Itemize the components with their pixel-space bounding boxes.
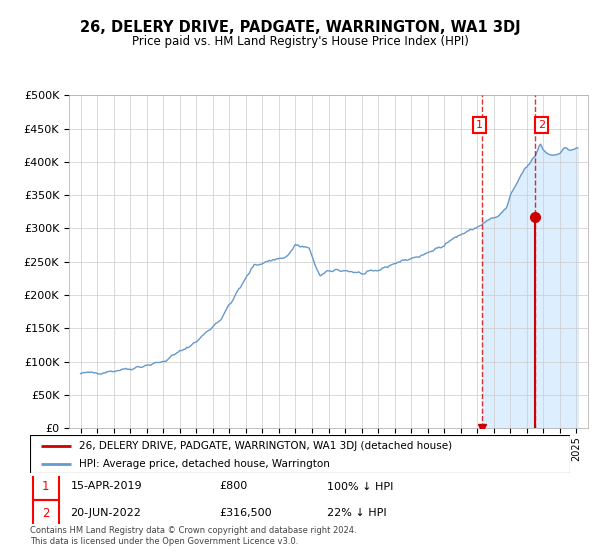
Text: 20-JUN-2022: 20-JUN-2022 — [71, 508, 142, 518]
Text: Contains HM Land Registry data © Crown copyright and database right 2024.
This d: Contains HM Land Registry data © Crown c… — [30, 526, 356, 546]
Text: 100% ↓ HPI: 100% ↓ HPI — [327, 482, 394, 492]
Text: 22% ↓ HPI: 22% ↓ HPI — [327, 508, 386, 518]
Text: 15-APR-2019: 15-APR-2019 — [71, 482, 142, 492]
Text: 2: 2 — [538, 120, 545, 130]
Text: £800: £800 — [219, 482, 247, 492]
Text: £316,500: £316,500 — [219, 508, 272, 518]
Text: 2: 2 — [42, 507, 49, 520]
Text: 26, DELERY DRIVE, PADGATE, WARRINGTON, WA1 3DJ (detached house): 26, DELERY DRIVE, PADGATE, WARRINGTON, W… — [79, 441, 452, 451]
Text: Price paid vs. HM Land Registry's House Price Index (HPI): Price paid vs. HM Land Registry's House … — [131, 35, 469, 48]
Bar — [33, 500, 59, 526]
Bar — [33, 473, 59, 500]
Text: 1: 1 — [476, 120, 483, 130]
Text: 26, DELERY DRIVE, PADGATE, WARRINGTON, WA1 3DJ: 26, DELERY DRIVE, PADGATE, WARRINGTON, W… — [80, 20, 520, 35]
Text: HPI: Average price, detached house, Warrington: HPI: Average price, detached house, Warr… — [79, 459, 329, 469]
Text: 1: 1 — [42, 480, 49, 493]
